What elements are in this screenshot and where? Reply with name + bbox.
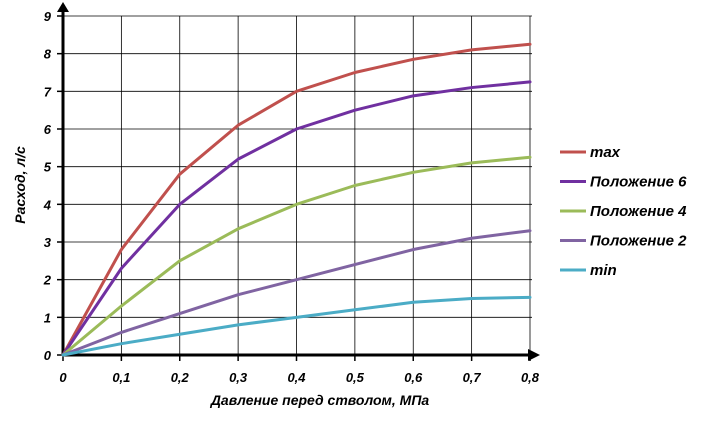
y-tick-label: 4 [43,197,52,212]
x-tick-label: 0,8 [521,370,540,385]
tick-labels: 0 1 2 3 4 5 6 7 8 9 0 0,1 0,2 0,3 0,4 0,5 0,6 0,7 0,8 [43,9,540,385]
x-tick-label: 0,2 [171,370,190,385]
y-axis-title: Расход, л/с [12,146,28,224]
y-tick-label: 2 [43,273,52,288]
x-tick-label: 0,6 [404,370,423,385]
y-tick-label: 3 [44,235,52,250]
y-tick-label: 9 [44,9,52,24]
series-line [61,229,532,357]
y-tick-label: 1 [44,310,51,325]
legend-label: min [590,262,617,279]
x-tick-label: 0,3 [229,370,248,385]
axes [57,2,540,361]
y-tick-label: 0 [44,348,52,363]
x-tick-label: 0,5 [346,370,365,385]
x-tick-label: 0,1 [112,370,130,385]
x-tick-label: 0 [59,370,67,385]
y-axis-arrow [57,2,69,12]
series-line [61,80,532,357]
y-tick-label: 7 [44,84,52,99]
y-tick-label: 5 [44,160,52,175]
legend-label: Положение 6 [590,174,687,191]
series-line [61,155,532,357]
series-line [61,42,532,357]
series-lines [61,42,532,357]
legend: max Положение 6 Положение 4 Положение 2 min [560,144,687,279]
x-tick-label: 0,7 [463,370,482,385]
legend-label: max [590,144,621,161]
grid [63,15,532,355]
y-tick-label: 6 [44,122,52,137]
x-axis-arrow [528,349,540,361]
x-tick-label: 0,4 [287,370,306,385]
series-line [61,295,532,357]
legend-label: Положение 4 [590,203,687,220]
legend-label: Положение 2 [590,233,687,250]
x-axis-title: Давление перед стволом, МПа [210,392,430,408]
y-tick-label: 8 [44,47,52,62]
